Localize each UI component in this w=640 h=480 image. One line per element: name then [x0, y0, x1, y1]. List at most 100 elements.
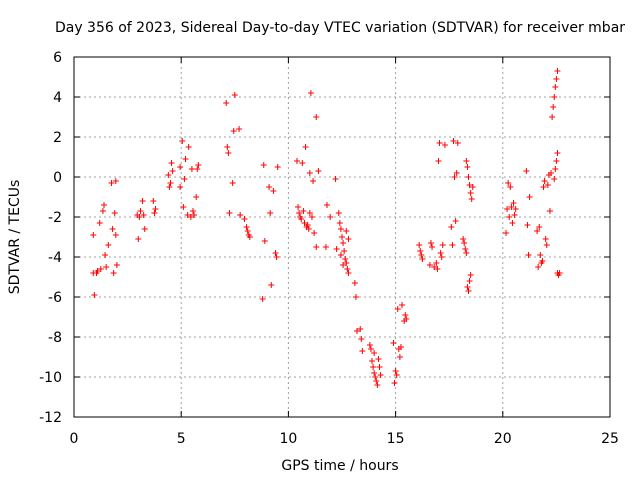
data-point: [141, 226, 148, 232]
y-tick-label: 4: [53, 90, 62, 106]
x-tick-label: 15: [387, 431, 405, 447]
data-point: [187, 214, 194, 220]
data-point: [94, 268, 101, 274]
x-tick-label: 5: [177, 431, 186, 447]
y-tick-label: -4: [48, 250, 62, 266]
data-point: [434, 266, 441, 272]
data-point: [507, 184, 514, 190]
data-point: [108, 180, 115, 186]
data-point: [244, 228, 251, 234]
data-point: [546, 208, 553, 214]
data-point: [462, 246, 469, 252]
data-point: [113, 262, 120, 268]
data-point: [182, 156, 189, 162]
data-point: [391, 380, 398, 386]
data-point: [506, 214, 513, 220]
data-point: [460, 236, 467, 242]
data-point: [184, 212, 191, 218]
data-point: [467, 190, 474, 196]
data-point: [295, 204, 302, 210]
data-point: [441, 142, 448, 148]
data-point: [110, 270, 117, 276]
data-point: [299, 160, 306, 166]
data-point: [105, 242, 112, 248]
data-point: [370, 364, 377, 370]
data-point: [541, 178, 548, 184]
data-point: [544, 182, 551, 188]
data-point: [439, 242, 446, 248]
data-point: [185, 144, 192, 150]
data-point: [358, 336, 365, 342]
x-tick-label: 10: [279, 431, 297, 447]
data-point: [418, 252, 425, 258]
data-point: [337, 252, 344, 258]
data-point: [374, 382, 381, 388]
y-tick-label: -6: [48, 290, 62, 306]
axis-ticks: [73, 56, 611, 418]
data-point: [397, 344, 404, 350]
data-point: [293, 158, 300, 164]
data-point: [223, 100, 230, 106]
data-point: [503, 230, 510, 236]
data-point: [467, 272, 474, 278]
data-point: [267, 210, 274, 216]
data-point: [259, 296, 266, 302]
data-point: [194, 166, 201, 172]
data-point: [311, 230, 318, 236]
data-point: [554, 150, 561, 156]
y-tick-labels: -12 -10 -8 -6 -4 -2 0 2 4 6: [39, 50, 62, 426]
data-point: [366, 342, 373, 348]
data-point: [306, 210, 313, 216]
data-point: [466, 182, 473, 188]
data-point: [169, 168, 176, 174]
data-point: [152, 206, 159, 212]
data-point: [179, 138, 186, 144]
data-point: [416, 242, 423, 248]
data-point: [237, 212, 244, 218]
data-point: [191, 212, 198, 218]
plot-frame: [73, 56, 611, 418]
data-point: [151, 210, 158, 216]
data-point: [112, 178, 119, 184]
data-point: [448, 224, 455, 230]
data-point: [550, 104, 557, 110]
data-point: [246, 234, 253, 240]
data-point: [177, 164, 184, 170]
data-point: [167, 180, 174, 186]
data-point: [180, 204, 187, 210]
data-point: [449, 242, 456, 248]
data-point: [431, 264, 438, 270]
data-point: [224, 144, 231, 150]
data-point: [274, 164, 281, 170]
data-point: [469, 184, 476, 190]
data-point: [461, 240, 468, 246]
data-point: [226, 210, 233, 216]
data-point: [165, 172, 172, 178]
chart-title: Day 356 of 2023, Sidereal Day-to-day VTE…: [55, 20, 625, 36]
data-point: [436, 140, 443, 146]
data-point: [304, 222, 311, 228]
data-point: [554, 68, 561, 74]
y-tick-label: 6: [53, 50, 62, 66]
x-tick-label: 20: [494, 431, 512, 447]
data-point: [332, 176, 339, 182]
data-point: [101, 202, 108, 208]
x-tick-labels: 0 5 10 15 20 25: [70, 431, 619, 447]
data-point: [540, 184, 547, 190]
data-point: [552, 166, 559, 172]
data-point: [549, 114, 556, 120]
data-point: [313, 244, 320, 250]
data-point: [135, 236, 142, 242]
data-point: [343, 260, 350, 266]
data-point: [523, 168, 530, 174]
data-point: [236, 126, 243, 132]
data-point: [345, 236, 352, 242]
data-point: [270, 188, 277, 194]
data-point: [553, 76, 560, 82]
data-point: [390, 340, 397, 346]
data-point: [508, 204, 515, 210]
data-point: [463, 250, 470, 256]
y-tick-label: 2: [53, 130, 62, 146]
data-point: [306, 170, 313, 176]
data-point: [140, 212, 147, 218]
